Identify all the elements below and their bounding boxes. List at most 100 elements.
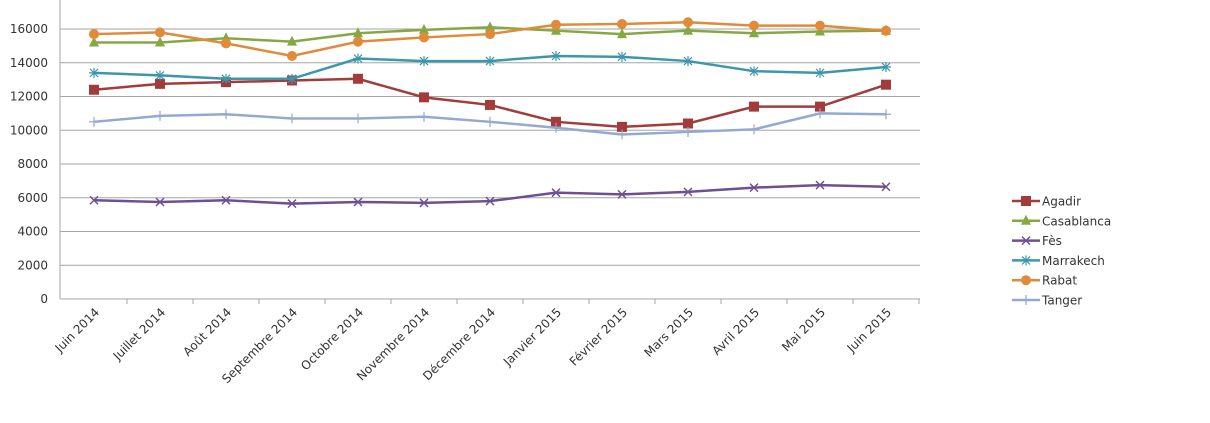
circle-marker xyxy=(617,18,627,29)
triangle-marker xyxy=(1021,214,1031,225)
circle-marker xyxy=(485,29,495,40)
square-marker xyxy=(617,121,627,132)
legend-item: Agadir xyxy=(1012,195,1081,209)
x-tick-label: Août 2014 xyxy=(180,305,234,359)
x-tick-label: Février 2015 xyxy=(567,305,630,368)
y-tick-label: 12000 xyxy=(10,90,48,104)
legend-label: Casablanca xyxy=(1042,214,1111,228)
legend-item: Rabat xyxy=(1012,274,1077,288)
y-tick-label: 4000 xyxy=(17,225,48,239)
x-marker xyxy=(485,196,495,206)
star-marker xyxy=(683,56,693,67)
plus-marker xyxy=(419,111,429,122)
circle-marker xyxy=(551,19,561,30)
triangle-marker xyxy=(683,24,693,35)
triangle-marker xyxy=(155,36,165,47)
y-tick-label: 8000 xyxy=(17,157,48,171)
series-tanger xyxy=(89,108,891,140)
circle-marker xyxy=(221,38,231,49)
square-marker xyxy=(815,101,825,112)
y-tick-label: 6000 xyxy=(17,191,48,205)
legend-label: Agadir xyxy=(1042,195,1081,209)
circle-marker xyxy=(287,51,297,61)
plus-marker xyxy=(881,109,891,120)
triangle-marker xyxy=(485,21,495,32)
x-marker xyxy=(1021,236,1031,246)
legend-item: Marrakech xyxy=(1012,254,1105,268)
square-marker xyxy=(551,116,561,127)
circle-marker xyxy=(749,20,759,31)
triangle-marker xyxy=(419,23,429,34)
y-tick-label: 10000 xyxy=(10,123,48,137)
star-marker xyxy=(1021,255,1031,266)
triangle-marker xyxy=(287,35,297,46)
x-marker xyxy=(881,182,891,192)
plus-marker xyxy=(89,116,99,127)
square-marker xyxy=(683,118,693,129)
plus-marker xyxy=(617,129,627,140)
star-marker xyxy=(89,67,99,78)
y-tick-label: 16000 xyxy=(10,22,48,36)
plus-marker xyxy=(683,126,693,137)
legend-label: Marrakech xyxy=(1042,254,1105,268)
star-marker xyxy=(287,73,297,84)
x-tick-label: Avril 2015 xyxy=(709,305,762,358)
x-marker xyxy=(287,199,297,209)
y-tick-label: 2000 xyxy=(17,258,48,272)
triangle-marker xyxy=(617,28,627,39)
star-marker xyxy=(221,73,231,84)
star-marker xyxy=(881,61,891,72)
circle-marker xyxy=(353,36,363,47)
star-marker xyxy=(617,51,627,62)
x-marker xyxy=(353,197,363,207)
square-marker xyxy=(881,79,891,90)
series-fès xyxy=(89,180,891,209)
x-marker xyxy=(617,189,627,199)
x-tick-label: Juillet 2014 xyxy=(110,305,168,363)
x-tick-label: Novembre 2014 xyxy=(354,305,432,383)
star-marker xyxy=(749,66,759,77)
circle-marker xyxy=(419,32,429,43)
circle-marker xyxy=(815,20,825,31)
triangle-marker xyxy=(749,27,759,38)
x-marker xyxy=(155,197,165,207)
plus-marker xyxy=(287,113,297,124)
x-tick-label: Mai 2015 xyxy=(779,305,828,354)
star-marker xyxy=(815,67,825,78)
x-tick-label: Juin 2014 xyxy=(52,305,103,356)
triangle-marker xyxy=(353,27,363,38)
x-marker xyxy=(749,183,759,193)
star-marker xyxy=(353,53,363,64)
legend-item: Tanger xyxy=(1012,294,1082,308)
star-marker xyxy=(551,51,561,61)
legend-label: Tanger xyxy=(1041,294,1082,308)
circle-marker xyxy=(1021,275,1031,286)
x-marker xyxy=(551,188,561,198)
star-marker xyxy=(485,56,495,67)
plus-marker xyxy=(1021,295,1031,305)
square-marker xyxy=(89,84,99,95)
plus-marker xyxy=(551,122,561,133)
legend-label: Fès xyxy=(1042,234,1062,248)
square-marker xyxy=(155,78,165,89)
x-marker xyxy=(815,180,825,190)
x-tick-label: Octobre 2014 xyxy=(298,305,366,373)
star-marker xyxy=(155,70,165,81)
plus-marker xyxy=(749,124,759,135)
square-marker xyxy=(1021,196,1031,206)
star-marker xyxy=(419,56,429,67)
plus-marker xyxy=(353,113,363,124)
series-marrakech xyxy=(89,51,891,84)
plus-marker xyxy=(155,110,165,121)
x-marker xyxy=(89,195,99,205)
plus-marker xyxy=(815,108,825,119)
y-tick-label: 0 xyxy=(40,292,48,306)
circle-marker xyxy=(683,17,693,28)
triangle-marker xyxy=(89,36,99,47)
x-tick-label: Juin 2015 xyxy=(844,305,895,356)
plus-marker xyxy=(485,116,495,127)
x-marker xyxy=(221,195,231,205)
square-marker xyxy=(353,73,363,84)
